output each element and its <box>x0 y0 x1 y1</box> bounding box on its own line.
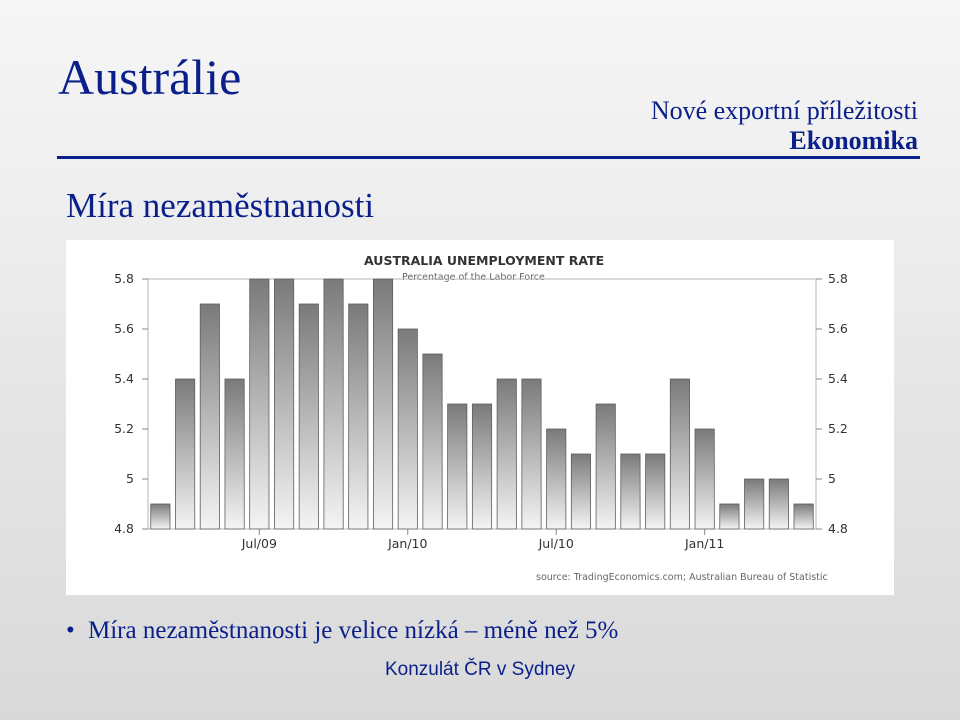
bar <box>719 503 740 530</box>
bar <box>645 453 666 530</box>
bar <box>744 478 765 530</box>
y-tick-label-right: 5 <box>828 471 836 486</box>
bullet-icon: • <box>66 617 75 644</box>
bar <box>422 353 443 530</box>
chart-title: AUSTRALIA UNEMPLOYMENT RATE <box>364 253 604 268</box>
y-tick-label-left: 5.2 <box>114 421 134 436</box>
y-tick-label-left: 4.8 <box>114 521 134 536</box>
topic-line-2: Ekonomika <box>789 126 918 155</box>
bar <box>669 378 690 530</box>
y-tick-label-left: 5.4 <box>114 371 134 386</box>
bar <box>372 278 394 530</box>
footer: Konzulát ČR v Sydney <box>384 659 576 680</box>
y-tick-label-right: 4.8 <box>828 521 848 536</box>
bullet-point: • Míra nezaměstnanosti je velice nízká – … <box>66 618 618 643</box>
chart-source: source: TradingEconomics.com; Australian… <box>536 572 828 583</box>
bar <box>620 453 641 530</box>
bar <box>298 303 319 530</box>
bar <box>546 428 567 530</box>
bar <box>570 453 592 530</box>
bar <box>521 378 542 530</box>
bar <box>768 478 789 530</box>
header-divider <box>57 156 920 159</box>
x-tick-label: Jul/09 <box>241 536 277 551</box>
bar <box>224 378 245 530</box>
y-tick-label-left: 5.6 <box>114 321 134 336</box>
bar <box>150 503 171 530</box>
bar <box>694 428 715 530</box>
section-heading: Míra nezaměstnanosti <box>66 186 375 225</box>
y-tick-label-left: 5 <box>126 471 134 486</box>
x-tick-label: Jan/11 <box>684 536 724 551</box>
bullet-text: Míra nezaměstnanosti je velice nízká – m… <box>88 617 619 644</box>
bar <box>199 303 220 530</box>
topic-line-1: Nové exportní příležitosti <box>650 96 918 125</box>
bar <box>175 378 196 530</box>
chart-subtitle: Percentage of the Labor Force <box>402 272 545 283</box>
bar <box>397 328 418 530</box>
x-tick-label: Jan/10 <box>387 536 427 551</box>
unemployment-chart: AUSTRALIA UNEMPLOYMENT RATE Percentage o… <box>114 253 848 583</box>
bar <box>348 303 369 530</box>
bar <box>595 403 616 530</box>
bar <box>274 278 295 530</box>
y-tick-label-right: 5.8 <box>828 271 848 286</box>
bar <box>323 278 344 530</box>
bar <box>471 403 493 530</box>
y-tick-label-right: 5.2 <box>828 421 848 436</box>
x-tick-label: Jul/10 <box>538 536 574 551</box>
y-tick-label-right: 5.6 <box>828 321 848 336</box>
bar <box>496 378 517 530</box>
bar <box>793 503 814 530</box>
y-tick-label-right: 5.4 <box>828 371 848 386</box>
bar <box>249 278 270 530</box>
slide-title: Austrálie <box>58 49 242 105</box>
topic-heading: Nové exportní příležitosti Ekonomika <box>651 96 918 156</box>
bar <box>447 403 468 530</box>
chart-panel: AUSTRALIA UNEMPLOYMENT RATE Percentage o… <box>66 240 894 595</box>
y-tick-label-left: 5.8 <box>114 271 134 286</box>
